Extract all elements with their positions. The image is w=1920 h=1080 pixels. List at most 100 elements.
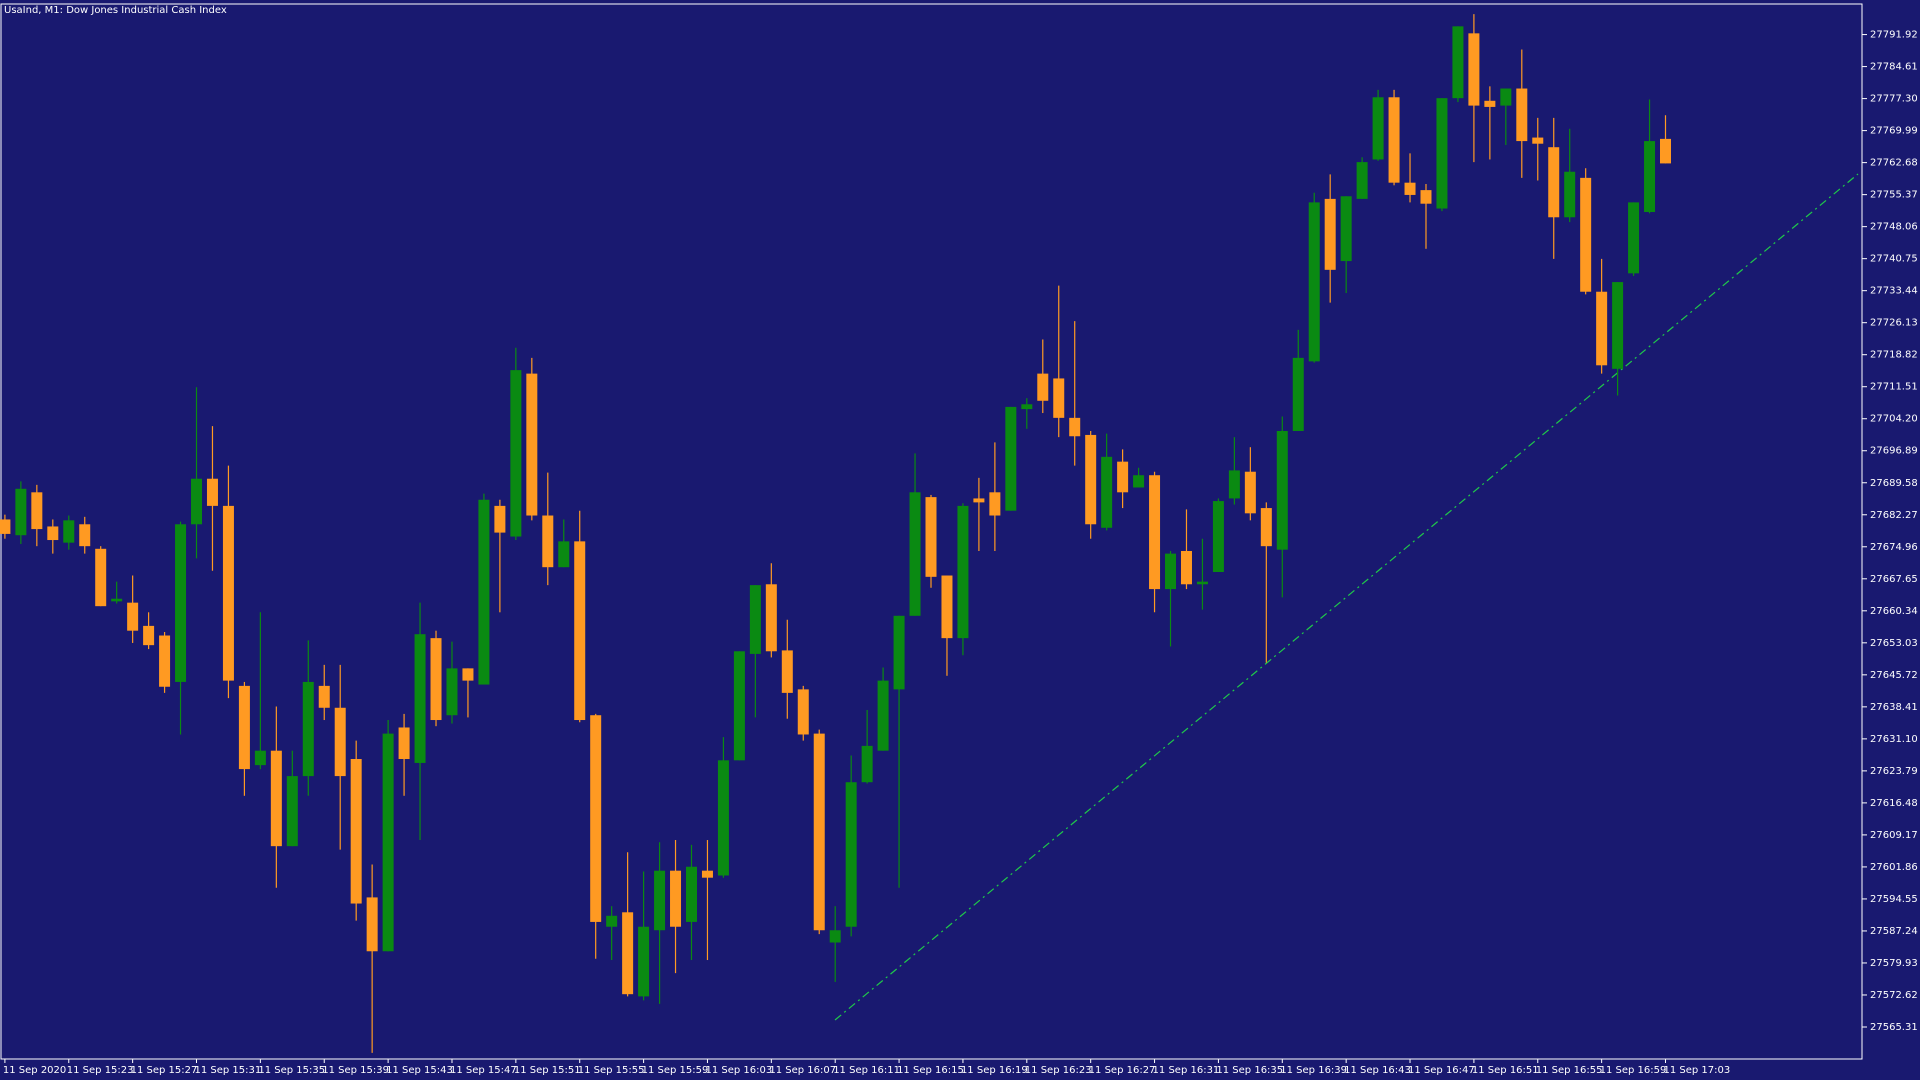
candle-body [1085, 434, 1097, 525]
candle-body [398, 727, 410, 760]
candle-body [462, 668, 474, 681]
candle-body [1165, 553, 1177, 590]
candle-body [1037, 373, 1049, 401]
candle-body [270, 750, 282, 847]
candle-body [286, 776, 298, 847]
y-tick-label: 27653.03 [1870, 638, 1918, 649]
candle-body [654, 870, 666, 931]
x-tick-label: 11 Sep 16:03 [705, 1065, 772, 1076]
candle-body [845, 782, 857, 927]
y-tick-label: 27733.44 [1870, 286, 1918, 297]
candle-body [1053, 378, 1065, 418]
candle-body [1133, 475, 1145, 488]
x-tick-label: 11 Sep 16:11 [833, 1065, 900, 1076]
candle-body [1484, 100, 1496, 107]
y-tick-label: 27726.13 [1870, 318, 1918, 329]
x-tick-label: 11 Sep 16:39 [1280, 1065, 1347, 1076]
x-tick-label: 11 Sep 16:19 [961, 1065, 1028, 1076]
x-tick-label: 11 Sep 16:55 [1536, 1065, 1603, 1076]
candle-body [989, 492, 1001, 516]
candle-body [1292, 357, 1304, 431]
x-tick-label: 11 Sep 15:47 [450, 1065, 517, 1076]
y-tick-label: 27748.06 [1870, 222, 1918, 233]
y-tick-label: 27791.92 [1870, 30, 1918, 41]
x-tick-label: 11 Sep 15:51 [514, 1065, 581, 1076]
candle-body [1436, 98, 1448, 209]
candle-body [175, 524, 187, 682]
candle-body [590, 715, 602, 922]
x-tick-label: 11 Sep 15:39 [322, 1065, 389, 1076]
x-tick-label: 11 Sep 16:27 [1089, 1065, 1156, 1076]
x-tick-label: 11 Sep 2020 [3, 1065, 66, 1076]
candle-body [861, 745, 873, 783]
candle-body [334, 707, 346, 777]
candle-body [494, 505, 506, 533]
candle-body [701, 870, 713, 878]
candle-body [191, 478, 203, 525]
y-tick-label: 27660.34 [1870, 606, 1918, 617]
candle-body [1260, 508, 1272, 547]
candle-body [1356, 162, 1368, 199]
candle-body [1372, 97, 1384, 160]
candle-body [31, 492, 43, 530]
x-tick-label: 11 Sep 16:23 [1025, 1065, 1092, 1076]
candle-body [1660, 138, 1672, 164]
candle-body [1324, 198, 1336, 270]
candle-body [510, 370, 522, 537]
candle-body [1628, 202, 1640, 274]
candle-body [111, 598, 123, 602]
candle-body [1612, 282, 1624, 369]
candle-body [302, 681, 314, 777]
candle-body [0, 519, 11, 534]
candle-body [1404, 182, 1416, 195]
candle-body [781, 650, 793, 693]
y-tick-label: 27711.51 [1870, 382, 1918, 393]
candle-body [1101, 456, 1113, 528]
candle-body [79, 524, 91, 547]
y-tick-label: 27704.20 [1870, 414, 1918, 425]
y-tick-label: 27740.75 [1870, 254, 1918, 265]
y-tick-label: 27565.31 [1870, 1022, 1918, 1033]
y-tick-label: 27777.30 [1870, 94, 1918, 105]
candle-body [159, 635, 171, 687]
x-tick-label: 11 Sep 16:51 [1472, 1065, 1539, 1076]
candle-body [222, 505, 234, 681]
candle-body [1117, 461, 1129, 493]
candle-body [478, 499, 490, 685]
x-tick-label: 11 Sep 15:35 [258, 1065, 325, 1076]
candle-body [574, 541, 586, 721]
candle-body [1580, 177, 1592, 292]
x-tick-label: 11 Sep 15:59 [642, 1065, 709, 1076]
y-tick-label: 27638.41 [1870, 702, 1918, 713]
x-tick-label: 11 Sep 15:43 [386, 1065, 453, 1076]
y-tick-label: 27616.48 [1870, 798, 1918, 809]
candle-body [238, 685, 250, 770]
y-tick-label: 27784.61 [1870, 62, 1918, 73]
y-tick-label: 27689.58 [1870, 478, 1918, 489]
candle-body [526, 373, 538, 516]
candle-body [1196, 581, 1208, 585]
x-tick-label: 11 Sep 15:27 [131, 1065, 198, 1076]
candle-body [1244, 471, 1256, 514]
y-tick-label: 27769.99 [1870, 126, 1918, 137]
candle-body [1548, 147, 1560, 218]
x-tick-label: 11 Sep 17:03 [1664, 1065, 1731, 1076]
x-tick-label: 11 Sep 16:35 [1216, 1065, 1283, 1076]
trend-line [834, 173, 1859, 1021]
candle-body [925, 497, 937, 577]
candle-body [15, 488, 27, 536]
x-tick-label: 11 Sep 15:55 [578, 1065, 645, 1076]
candle-body [765, 584, 777, 652]
y-tick-label: 27601.86 [1870, 862, 1918, 873]
candle-body [1420, 190, 1432, 204]
candle-body [1564, 171, 1576, 218]
x-tick-label: 11 Sep 16:59 [1600, 1065, 1667, 1076]
x-tick-label: 11 Sep 16:07 [769, 1065, 836, 1076]
candle-body [95, 548, 107, 607]
candle-body [717, 760, 729, 876]
candle-body [638, 926, 650, 997]
candle-body [829, 930, 841, 943]
candle-body [685, 866, 697, 922]
candle-body [350, 759, 362, 904]
